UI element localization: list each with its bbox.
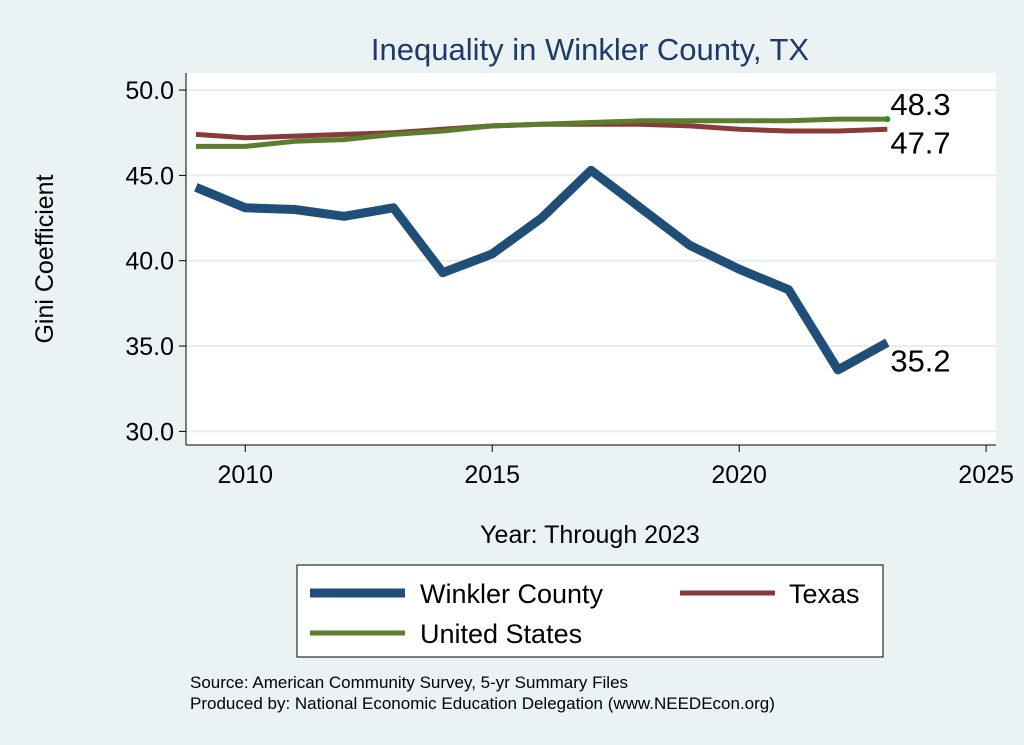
chart-title: Inequality in Winkler County, TX — [371, 32, 810, 67]
end-label-texas: 47.7 — [890, 125, 950, 160]
x-tick-label: 2025 — [958, 461, 1014, 489]
x-axis-title: Year: Through 2023 — [480, 521, 700, 549]
x-tick-label: 2010 — [217, 461, 273, 489]
source-note: Source: American Community Survey, 5-yr … — [190, 673, 628, 692]
end-label-us: 48.3 — [890, 87, 950, 122]
y-axis-title: Gini Coefficient — [31, 174, 59, 343]
end-label-winkler: 35.2 — [890, 344, 950, 379]
y-tick-label: 35.0 — [125, 333, 174, 361]
series-lines — [194, 116, 891, 375]
legend-label-winkler: Winkler County — [420, 579, 604, 609]
x-tick-label: 2020 — [711, 461, 767, 489]
producer-note: Produced by: National Economic Education… — [190, 694, 775, 713]
y-tick-label: 50.0 — [125, 77, 174, 105]
series-line-us — [195, 116, 888, 149]
end-labels: 35.2 47.748.3 — [890, 87, 950, 379]
y-tick-label: 40.0 — [125, 248, 174, 276]
legend-label-texas: Texas — [789, 579, 860, 609]
y-tick-label: 30.0 — [125, 418, 174, 446]
end-marker-us — [884, 116, 891, 123]
legend-box — [296, 564, 884, 658]
legend-label-us: United States — [420, 619, 582, 649]
legend: Winkler County Texas United States — [296, 564, 884, 658]
series-line-winkler — [194, 165, 890, 375]
y-tick-label: 45.0 — [125, 162, 174, 190]
x-tick-label: 2015 — [464, 461, 520, 489]
axis-ticks: 30.0 35.0 40.0 45.0 50.0 2010 2015 2020 2025 — [125, 77, 1014, 489]
